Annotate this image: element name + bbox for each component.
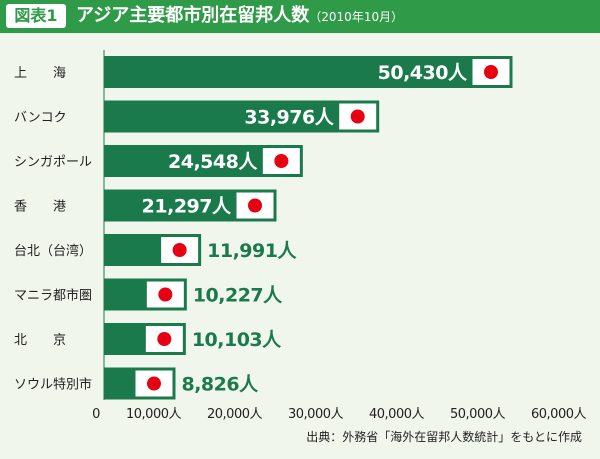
category-label: 北 京: [14, 333, 66, 348]
category-label: バンコク: [14, 111, 67, 126]
flag-sun-icon: [248, 198, 263, 213]
flag-sun-icon: [274, 154, 289, 168]
flag-sun-icon: [483, 65, 498, 79]
title-main: アジア主要都市別在留邦人数: [76, 5, 310, 26]
category-label: シンガポール: [14, 155, 92, 170]
flag-sun-icon: [350, 109, 365, 124]
value-label: 10,103人: [192, 329, 282, 351]
value-label: 10,227人: [193, 285, 283, 307]
bar: [104, 56, 513, 88]
category-label: 上 海: [14, 66, 66, 81]
chart-subtitle: （2010年10月）: [309, 10, 404, 24]
x-tick-label: 60,000人: [531, 407, 586, 422]
x-tick-label: 10,000人: [126, 407, 181, 422]
source-note: 出典：外務省「海外在留邦人数統計」をもとに作成: [306, 430, 582, 444]
value-label: 8,826人: [181, 374, 259, 396]
flag-sun-icon: [172, 243, 187, 257]
category-label: 香 港: [14, 200, 66, 215]
flag-sun-icon: [158, 287, 173, 302]
bar: [104, 100, 380, 133]
value-label: 50,430人: [378, 62, 468, 84]
value-label: 24,548人: [168, 151, 258, 173]
x-tick-label: 0: [92, 407, 100, 422]
flag-sun-icon: [146, 376, 161, 391]
x-tick-label: 20,000人: [207, 407, 262, 422]
value-label: 33,976人: [244, 107, 334, 129]
chart-title: アジア主要都市別在留邦人数（2010年10月）: [76, 4, 403, 29]
x-tick-label: 30,000人: [288, 407, 343, 422]
value-label: 21,297人: [142, 196, 232, 218]
figure-label: 図表1: [6, 4, 66, 28]
category-label: ソウル特別市: [14, 377, 92, 393]
flag-sun-icon: [157, 332, 172, 346]
x-tick-label: 50,000人: [450, 407, 505, 422]
category-label: 台北（台湾）: [14, 243, 92, 259]
value-label: 11,991人: [207, 240, 297, 262]
title-bar: 図表1 アジア主要都市別在留邦人数（2010年10月）: [0, 0, 600, 33]
category-label: マニラ都市圏: [14, 288, 92, 304]
x-tick-label: 40,000人: [369, 407, 424, 422]
